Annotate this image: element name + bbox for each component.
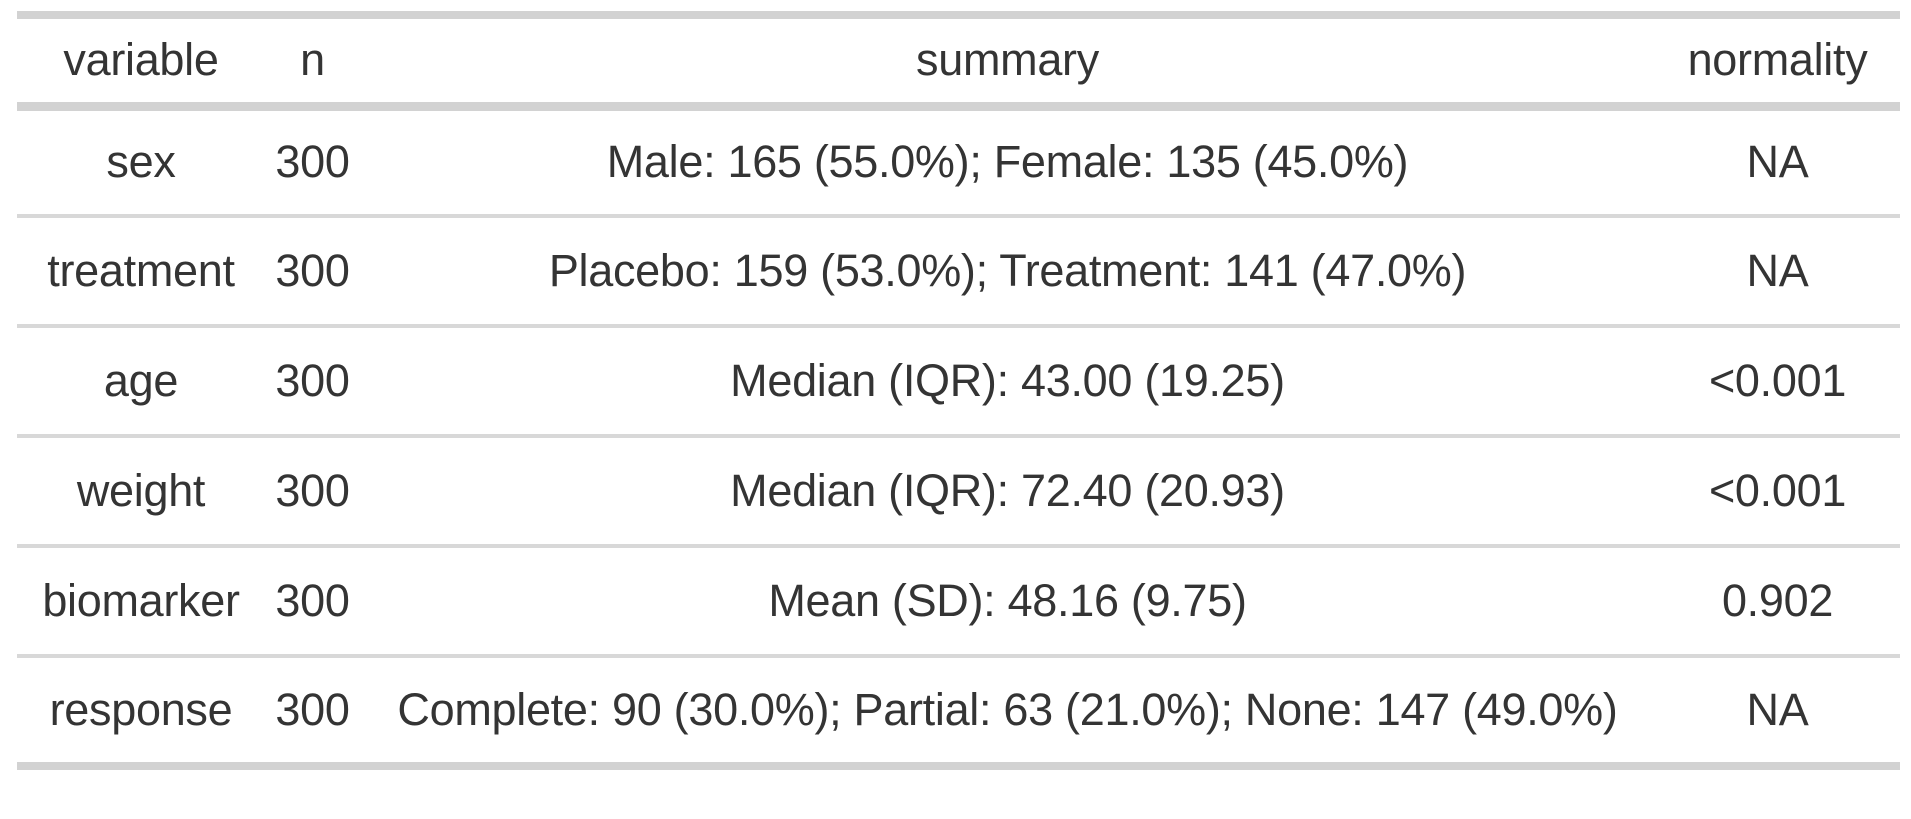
- cell-n: 300: [265, 214, 360, 326]
- cell-variable: response: [17, 654, 265, 766]
- summary-table: variable n summary normality sex 300 Mal…: [17, 11, 1900, 770]
- summary-table-container: variable n summary normality sex 300 Mal…: [17, 11, 1900, 770]
- cell-normality: <0.001: [1655, 434, 1900, 546]
- cell-n: 300: [265, 544, 360, 656]
- table-row: sex 300 Male: 165 (55.0%); Female: 135 (…: [17, 106, 1900, 216]
- table-row: biomarker 300 Mean (SD): 48.16 (9.75) 0.…: [17, 544, 1900, 656]
- table-header: variable n summary normality: [17, 15, 1900, 111]
- table-row: age 300 Median (IQR): 43.00 (19.25) <0.0…: [17, 324, 1900, 436]
- cell-variable: treatment: [17, 214, 265, 326]
- cell-n: 300: [265, 654, 360, 766]
- cell-summary: Complete: 90 (30.0%); Partial: 63 (21.0%…: [360, 654, 1655, 766]
- column-header-summary: summary: [360, 15, 1655, 111]
- header-row: variable n summary normality: [17, 15, 1900, 111]
- cell-summary: Male: 165 (55.0%); Female: 135 (45.0%): [606, 136, 1409, 188]
- cell-normality: <0.001: [1655, 324, 1900, 436]
- cell-variable: weight: [17, 434, 265, 546]
- table-row: treatment 300 Placebo: 159 (53.0%); Trea…: [17, 214, 1900, 326]
- column-header-normality: normality: [1655, 15, 1900, 111]
- cell-summary: Median (IQR): 72.40 (20.93): [360, 434, 1655, 546]
- cell-normality: NA: [1655, 654, 1900, 766]
- cell-n: 300: [275, 136, 350, 188]
- cell-n: 300: [265, 434, 360, 546]
- column-header-n: n: [265, 15, 360, 111]
- table-row: response 300 Complete: 90 (30.0%); Parti…: [17, 654, 1900, 766]
- cell-variable: age: [17, 324, 265, 436]
- cell-variable: sex: [106, 136, 176, 188]
- cell-normality: NA: [1746, 136, 1809, 188]
- cell-variable: biomarker: [17, 544, 265, 656]
- cell-summary: Mean (SD): 48.16 (9.75): [360, 544, 1655, 656]
- cell-summary: Placebo: 159 (53.0%); Treatment: 141 (47…: [360, 214, 1655, 326]
- cell-normality: 0.902: [1655, 544, 1900, 656]
- table-row: weight 300 Median (IQR): 72.40 (20.93) <…: [17, 434, 1900, 546]
- cell-normality: NA: [1655, 214, 1900, 326]
- cell-summary: Median (IQR): 43.00 (19.25): [360, 324, 1655, 436]
- cell-n: 300: [265, 324, 360, 436]
- column-header-variable: variable: [17, 15, 265, 111]
- table-body: sex 300 Male: 165 (55.0%); Female: 135 (…: [17, 106, 1900, 766]
